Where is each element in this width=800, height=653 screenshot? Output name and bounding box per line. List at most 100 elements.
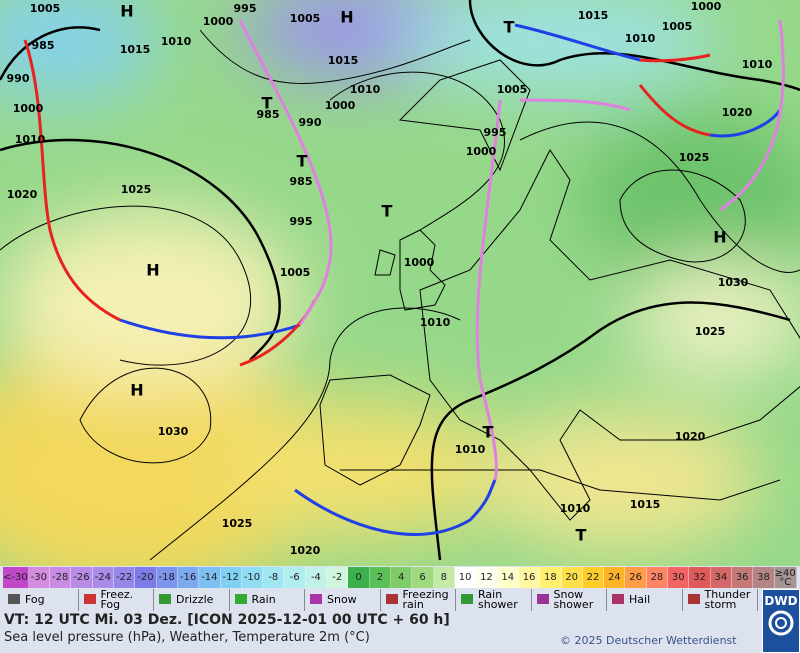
isobar-label: 1010 bbox=[625, 32, 656, 45]
isobar-label: 1000 bbox=[691, 0, 722, 13]
scale-cell: 32 bbox=[689, 567, 711, 588]
isobar-label: 985 bbox=[257, 108, 280, 121]
scale-cell: 18 bbox=[540, 567, 562, 588]
pressure-center: T bbox=[382, 202, 393, 221]
isobar-label: 1005 bbox=[662, 20, 693, 33]
isobar-label: 1000 bbox=[404, 256, 435, 269]
coastlines bbox=[319, 59, 800, 521]
isobar-label: 990 bbox=[7, 72, 30, 85]
isobar-label: 985 bbox=[290, 175, 313, 188]
isobar-label: 1000 bbox=[203, 15, 234, 28]
scale-cell: 24 bbox=[604, 567, 626, 588]
scale-cell: -30 bbox=[28, 567, 51, 588]
isobar-label: 1025 bbox=[679, 151, 710, 164]
pressure-center: H bbox=[146, 261, 159, 280]
logo-icon bbox=[768, 610, 794, 636]
isobar-label: 1025 bbox=[222, 517, 253, 530]
isobar-label: 1010 bbox=[15, 133, 46, 146]
scale-cell: 20 bbox=[561, 567, 583, 588]
legend-item: Thunder storm bbox=[683, 589, 758, 611]
scale-cell: -24 bbox=[92, 567, 114, 588]
scale-cell: -18 bbox=[156, 567, 178, 588]
scale-cell: -26 bbox=[71, 567, 93, 588]
scale-cell: 16 bbox=[518, 567, 541, 588]
scale-cell: ≥40 °C bbox=[774, 567, 797, 588]
isobar-label: 1000 bbox=[466, 145, 497, 158]
isobar-label: 1005 bbox=[280, 266, 311, 279]
isobar-label: 1000 bbox=[13, 102, 44, 115]
isobar-label: 1010 bbox=[161, 35, 192, 48]
isobar-label: 990 bbox=[299, 116, 322, 129]
isobar-label: 995 bbox=[234, 2, 257, 15]
valid-time: VT: 12 UTC Mi. 03 Dez. [ICON 2025-12-01 … bbox=[4, 612, 450, 628]
isobar-label: 1010 bbox=[560, 502, 591, 515]
pressure-center: T bbox=[262, 94, 273, 113]
isobar-label: 1025 bbox=[121, 183, 152, 196]
scale-cell: 38 bbox=[753, 567, 775, 588]
scale-cell: 36 bbox=[732, 567, 754, 588]
isobar-label: 1015 bbox=[578, 9, 609, 22]
scale-cell: -2 bbox=[327, 567, 349, 588]
pressure-center: T bbox=[576, 526, 587, 545]
isobar-label: 1005 bbox=[30, 2, 61, 15]
scale-cell: -14 bbox=[199, 567, 221, 588]
scale-cell: -16 bbox=[177, 567, 200, 588]
isobar-label: 1015 bbox=[630, 498, 661, 511]
isobar-label: 1005 bbox=[290, 12, 321, 25]
pressure-center: T bbox=[297, 152, 308, 171]
scale-cell: 0 bbox=[348, 567, 370, 588]
scale-cell: -28 bbox=[50, 567, 72, 588]
legend-item: Rain shower bbox=[456, 589, 532, 611]
legend-item: Fog bbox=[3, 589, 79, 611]
scale-cell: -22 bbox=[113, 567, 136, 588]
isobar-label: 1020 bbox=[290, 544, 321, 557]
legend-item: Hail bbox=[607, 589, 683, 611]
isobar-label: 1025 bbox=[695, 325, 726, 338]
isobar-label: 1000 bbox=[325, 99, 356, 112]
legend-item: Drizzle bbox=[154, 589, 230, 611]
pressure-center: H bbox=[120, 2, 133, 21]
scale-cell: -8 bbox=[263, 567, 285, 588]
scale-cell: -4 bbox=[305, 567, 328, 588]
scale-cell: 34 bbox=[710, 567, 733, 588]
legend-item: Snow shower bbox=[532, 589, 607, 611]
scale-cell: 26 bbox=[625, 567, 647, 588]
isobar-label: 1020 bbox=[7, 188, 38, 201]
scale-cell: -12 bbox=[220, 567, 242, 588]
scale-cell: 30 bbox=[668, 567, 690, 588]
isobar-label: 1015 bbox=[120, 43, 151, 56]
isobar-label: 1010 bbox=[455, 443, 486, 456]
pressure-center: H bbox=[130, 381, 143, 400]
isobar-label: 1030 bbox=[718, 276, 749, 289]
scale-cell: 2 bbox=[369, 567, 392, 588]
scale-cell: 6 bbox=[412, 567, 434, 588]
pressure-center: H bbox=[713, 228, 726, 247]
isobar-label: 995 bbox=[290, 215, 313, 228]
scale-cell: 28 bbox=[646, 567, 669, 588]
legend-item: Rain bbox=[230, 589, 305, 611]
scale-cell: 22 bbox=[582, 567, 605, 588]
legend-item: Freez. Fog bbox=[79, 589, 154, 611]
isobar-label: 1010 bbox=[742, 58, 773, 71]
scale-cell: 10 bbox=[454, 567, 477, 588]
scale-cell: -6 bbox=[284, 567, 306, 588]
logo-text: DWD bbox=[764, 594, 798, 608]
isobar-label: 1030 bbox=[158, 425, 189, 438]
weather-legend: Fog Freez. Fog Drizzle Rain Snow Freezing rai… bbox=[3, 589, 758, 611]
isobar-label: 1020 bbox=[722, 106, 753, 119]
scale-cell: 14 bbox=[497, 567, 519, 588]
pressure-center: T bbox=[483, 423, 494, 442]
temperature-scale: <-30 -30 -28 -26 -24 -22 -20 -18 -16 -14 -12 -10 -8-… bbox=[3, 567, 797, 588]
dwd-logo: DWD bbox=[762, 589, 800, 653]
copyright: © 2025 Deutscher Wetterdienst bbox=[560, 634, 737, 647]
isobar-label: 985 bbox=[32, 39, 55, 52]
legend-item: Freezing rain bbox=[381, 589, 456, 611]
legend-item: Snow bbox=[305, 589, 381, 611]
scale-cell: <-30 bbox=[3, 567, 29, 588]
scale-cell: 8 bbox=[433, 567, 455, 588]
scale-cell: -20 bbox=[135, 567, 157, 588]
fronts bbox=[23, 19, 785, 536]
